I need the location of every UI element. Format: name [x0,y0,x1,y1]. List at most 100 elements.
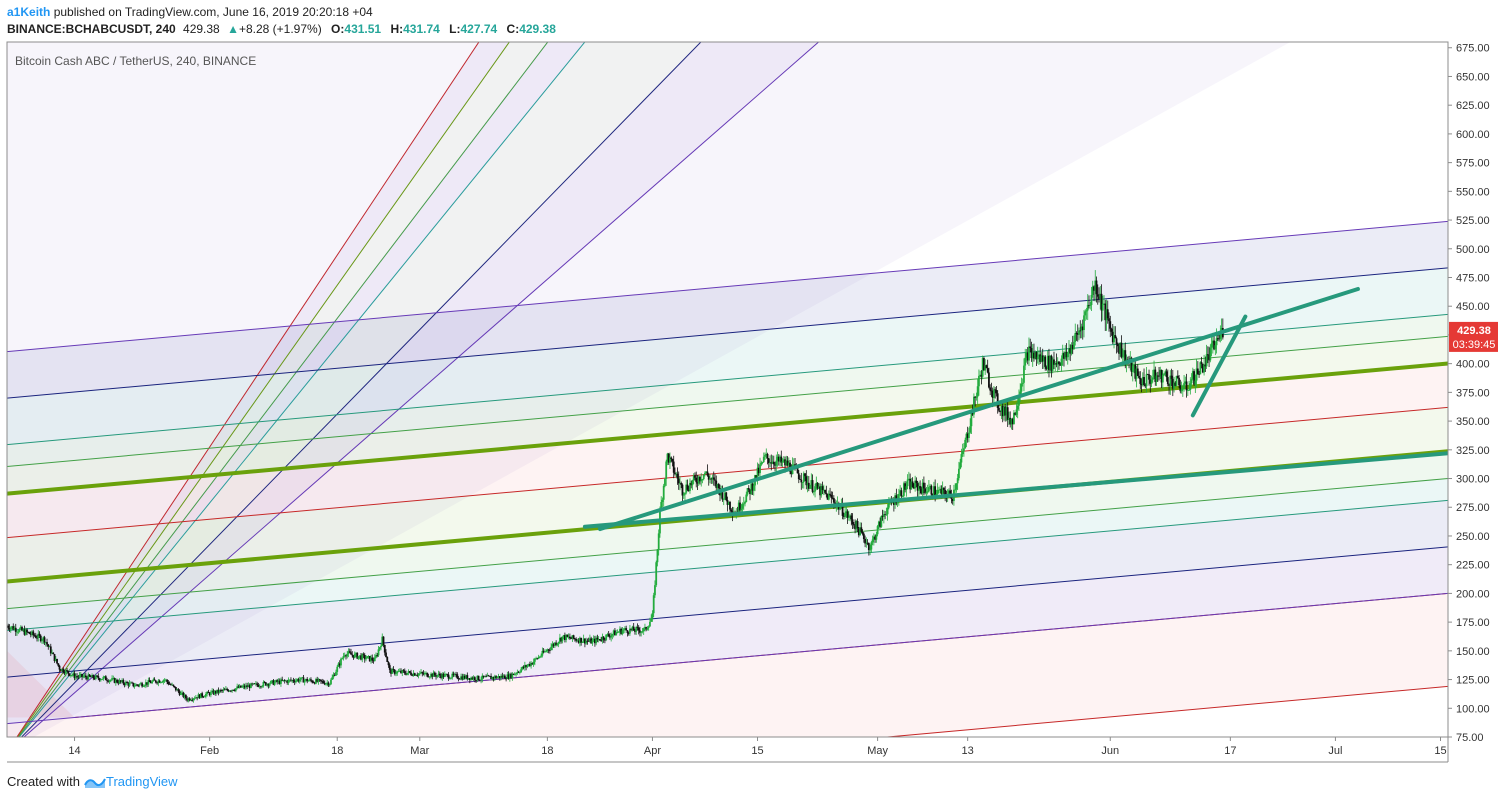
candle-body [561,636,564,642]
candle-body [979,374,982,376]
candle-body [590,638,593,644]
candle-body [138,684,141,686]
candle-body [462,675,465,680]
candle-body [382,636,385,645]
candle-body [802,473,805,483]
candle-body [44,642,47,643]
candle-body [767,458,770,464]
candle-body [193,698,196,700]
candle-body [186,698,189,701]
candle-body [1194,380,1197,385]
candle-body [108,680,111,682]
candle-body [258,686,261,688]
candle-body [1209,347,1212,361]
candle-body [503,675,506,679]
price-tick-label: 300.00 [1456,474,1490,486]
candle-body [228,690,231,692]
candle-body [473,677,476,681]
candle-body [436,675,439,677]
candle-body [1073,341,1075,350]
candle-body [94,675,97,680]
candle-body [948,490,950,495]
candle-body [704,472,706,475]
candle-body [321,681,324,682]
candle-body [86,677,88,680]
candle-body [656,549,659,563]
price-tick-label: 625.00 [1456,100,1490,112]
pitchfork-level-line [7,499,1448,632]
candle-body [307,680,310,682]
trend-line[interactable] [597,286,1360,532]
candle-body [173,686,176,687]
candle-body [230,690,232,692]
trend-line[interactable] [582,451,1448,529]
candle-body [8,627,11,630]
candle-body [1120,342,1123,358]
candle-body [46,642,48,645]
candle-body [880,515,883,527]
candle-body [1141,377,1144,386]
candle-body [63,672,66,674]
candle-body [922,482,925,489]
candle-body [292,680,295,682]
candle-body [764,454,766,457]
candle-body [652,595,655,614]
candle-body [457,678,460,680]
chart-header: a1Keith published on TradingView.com, Ju… [0,0,1507,40]
candle-body [109,679,112,681]
candle-body [158,680,161,683]
candle-body [1016,405,1019,410]
candle-body [825,492,828,494]
time-axis[interactable]: 14 Feb 18 Mar 18 Apr 15 May 13 Jun 17 Jul 15 [68,737,1447,757]
candle-body [225,688,227,690]
candle-body [1026,352,1029,361]
candle-body [101,679,103,680]
candle-body [626,630,629,634]
price-axis[interactable]: 675.00 650.00 625.00 600.00 575.00 550.00 525.… [1448,43,1490,744]
candle-body [1040,355,1043,362]
candle-body [601,636,604,641]
author-link[interactable]: a1Keith [7,5,51,19]
candle-body [568,636,571,639]
candle-body [775,460,778,466]
candle-body [765,453,768,455]
candle-body [177,689,180,692]
candles [7,270,1224,703]
candle-body [206,691,209,695]
candle-body [412,673,415,676]
trend-line[interactable] [1190,314,1248,418]
candle-body [553,642,556,646]
candle-body [877,521,880,527]
candle-body [766,453,769,459]
candle-body [963,448,965,452]
candle-body [1191,371,1194,380]
candle-body [762,456,765,462]
tradingview-logo[interactable]: TradingView [84,774,178,789]
price-chart[interactable]: 675.00 650.00 625.00 600.00 575.00 550.00 525.… [0,0,1507,770]
candle-body [680,482,683,485]
candle-body [692,475,695,481]
time-tick-label: Feb [200,745,219,757]
candle-body [391,669,394,674]
candle-body [78,674,81,677]
price-tick-label: 325.00 [1456,445,1490,457]
candle-body [29,633,32,635]
candle-body [1169,375,1172,386]
candle-body [774,464,776,466]
candle-body [330,679,332,685]
candle-body [781,460,784,463]
candle-body [815,482,818,487]
trend-lines[interactable] [582,286,1448,532]
candle-body [263,681,266,683]
candle-body [595,637,598,644]
candle-body [729,501,731,510]
candle-body [679,482,681,484]
low-value: 427.74 [460,22,498,36]
candle-body [443,674,446,677]
candle-body [642,628,645,632]
candle-body [237,686,240,688]
candle-body [861,531,864,534]
candle-body [988,372,990,388]
time-tick-label: 15 [751,745,763,757]
candle-body [528,663,531,666]
